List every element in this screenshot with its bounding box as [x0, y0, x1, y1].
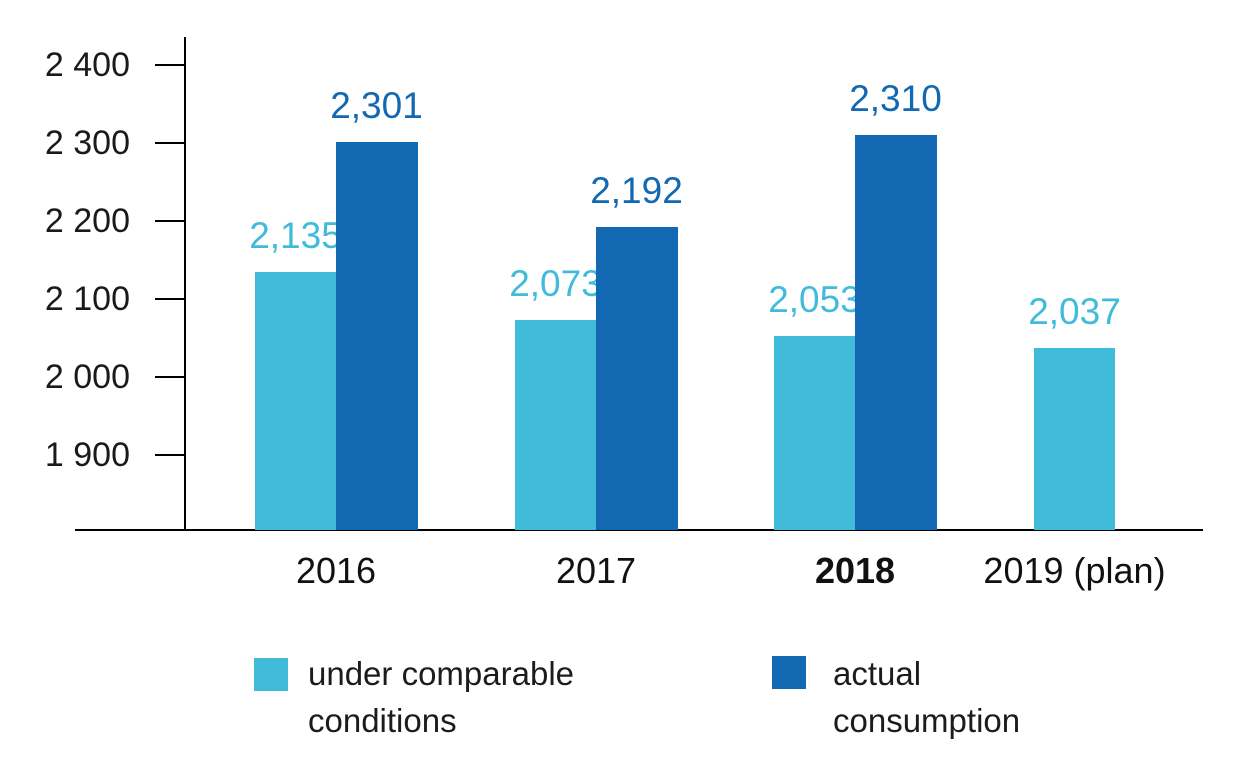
y-axis-tick-label: 2 100 — [44, 280, 130, 318]
y-axis-tick — [155, 64, 185, 66]
legend-label-actual-consumption: actual consumption — [833, 650, 1020, 744]
bar-value-label: 2,073 — [509, 263, 602, 305]
y-axis-tick-label: 2 400 — [44, 46, 130, 84]
y-axis-tick — [155, 298, 185, 300]
x-axis-label-2019: 2019 (plan) — [983, 550, 1166, 591]
x-axis-label-2017: 2017 — [555, 550, 637, 591]
legend-swatch-actual-consumption — [772, 656, 806, 689]
bar-2017-actual — [596, 227, 678, 530]
legend-label-line: consumption — [833, 702, 1021, 739]
y-axis-tick — [155, 376, 185, 378]
legend-label-under-comparable-conditions: under comparable conditions — [308, 650, 574, 744]
y-axis-tick-label: 2 200 — [44, 202, 130, 240]
bar-value-label: 2,135 — [249, 214, 342, 256]
legend-swatch-under-comparable-conditions — [254, 658, 288, 691]
legend-label-line: under comparable — [308, 655, 574, 692]
y-axis-line — [184, 37, 186, 531]
bar-2019-comparable — [1034, 348, 1115, 530]
legend-label-line: conditions — [308, 702, 457, 739]
bar-2016-actual — [336, 142, 418, 530]
bar-value-label: 2,192 — [590, 170, 683, 212]
x-axis-line — [75, 529, 1203, 531]
bar-value-label: 2,310 — [849, 78, 942, 120]
y-axis-tick — [155, 454, 185, 456]
bar-value-label: 2,037 — [1028, 291, 1121, 333]
bar-value-label: 2,053 — [768, 278, 861, 320]
bar-2018-comparable — [774, 335, 855, 530]
y-axis-tick-label: 1 900 — [44, 436, 130, 474]
y-axis-tick — [155, 220, 185, 222]
bar-2016-comparable — [255, 271, 336, 530]
legend-label-line: actual — [833, 655, 922, 692]
y-axis-tick — [155, 142, 185, 144]
x-axis-label-2016: 2016 — [295, 550, 377, 591]
bar-2018-actual — [855, 135, 937, 530]
x-axis-label-2018: 2018 — [814, 550, 896, 591]
bar-2017-comparable — [515, 320, 596, 530]
y-axis-tick-label: 2 300 — [44, 124, 130, 162]
bar-value-label: 2,301 — [330, 85, 423, 127]
y-axis-tick-label: 2 000 — [44, 358, 130, 396]
